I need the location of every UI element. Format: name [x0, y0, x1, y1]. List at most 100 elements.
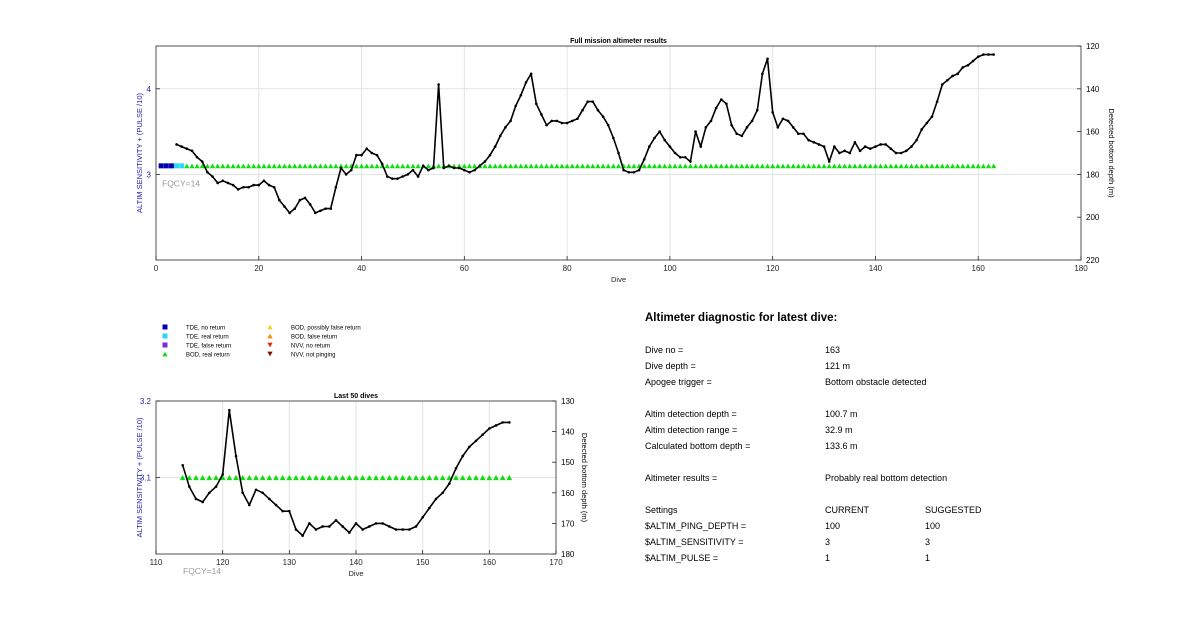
altim-setting-marker [934, 163, 940, 169]
altim-setting-marker [574, 163, 581, 169]
ping-depth-row: $ALTIM_PING_DEPTH = 100 100 [645, 518, 1165, 534]
bottom-depth-point [976, 55, 980, 58]
x-tick-label: 120 [216, 558, 230, 567]
altim-setting-marker [960, 163, 966, 169]
bottom-depth-point [421, 164, 425, 168]
legend-marker [267, 333, 273, 339]
legend-marker [162, 324, 168, 330]
bottom-depth-point [261, 491, 264, 495]
x-tick-label: 40 [357, 264, 366, 273]
altim-setting-marker [259, 474, 266, 481]
altim-detection-depth-row: Altim detection depth = 100.7 m [645, 406, 1165, 422]
bottom-depth-point [288, 509, 291, 513]
altim-setting-marker [867, 163, 873, 169]
altimeter-results-row: Altimeter results = Probably real bottom… [645, 470, 1165, 486]
bottom-depth-point [360, 153, 363, 157]
bottom-depth-point [195, 155, 199, 159]
y-tick-label-right: 130 [561, 397, 575, 406]
bottom-depth-point [719, 98, 723, 101]
bottom-depth-point [394, 528, 398, 531]
bottom-depth-point [745, 126, 749, 129]
y-tick-label-right: 150 [561, 458, 575, 467]
bottom-depth-point [274, 503, 278, 507]
y-axis-label-left: ALTIM SENSITIVITY + (PULSE /10) [135, 417, 144, 537]
dive-depth-row: Dive depth = 121 m [645, 358, 1165, 374]
bottom-depth-point [391, 177, 394, 180]
bottom-depth-point [956, 72, 959, 76]
altim-setting-marker [692, 163, 699, 169]
altim-setting-marker [279, 474, 286, 481]
bottom-depth-point [421, 515, 424, 519]
altim-setting-marker [605, 163, 611, 169]
bottom-depth-point [401, 175, 404, 178]
bottom-depth-point [452, 166, 456, 170]
altim-setting-marker [564, 163, 570, 169]
altim-setting-marker [898, 163, 904, 169]
altim-setting-marker [302, 163, 308, 169]
bottom-depth-line [181, 409, 510, 537]
altim-setting-marker [749, 163, 755, 169]
bottom-depth-point [781, 117, 785, 121]
bottom-depth-point [468, 445, 471, 449]
altim-setting-marker [492, 163, 498, 169]
x-axis-label: Dive [348, 569, 363, 578]
bottom-depth-point [468, 170, 471, 174]
bottom-depth-point [200, 160, 204, 163]
bottom-depth-point [668, 145, 672, 148]
altim-setting-marker [595, 163, 601, 169]
legend-label: NVV, no return [291, 344, 330, 350]
altim-setting-marker [239, 474, 246, 481]
altim-setting-marker [482, 163, 488, 169]
last-50-dives-plot: 110 120 130 140 150 160 170 3.1 3.2 130 140 150 160 1… [135, 393, 589, 578]
bottom-depth-point [612, 136, 615, 140]
altim-setting-marker [852, 163, 858, 169]
bottom-depth-point [935, 100, 939, 103]
legend-marker [267, 342, 273, 348]
altim-setting-marker [955, 163, 961, 169]
bottom-depth-point [591, 100, 595, 103]
dive-no-row: Dive no = 163 [645, 342, 1165, 358]
y-tick-label-left: 3.1 [140, 474, 152, 483]
altim-setting-marker [800, 163, 807, 169]
altim-setting-marker [293, 474, 299, 481]
altim-setting-marker [615, 163, 622, 169]
bottom-depth-point [254, 488, 258, 492]
bottom-depth-point [278, 198, 281, 202]
altim-setting-marker [646, 163, 652, 169]
bottom-depth-point [268, 497, 271, 501]
altim-setting-marker [718, 163, 724, 169]
legend-label: TDE, no return [186, 326, 225, 332]
altim-setting-marker [235, 163, 241, 169]
bottom-depth-point [940, 83, 944, 86]
altim-setting-marker [459, 474, 466, 481]
y-tick-label-right: 160 [561, 489, 575, 498]
x-tick-label: 160 [483, 558, 497, 567]
bottom-depth-point [791, 126, 795, 129]
spacer [645, 486, 1165, 502]
bottom-depth-point [750, 119, 754, 123]
altim-setting-marker [975, 163, 981, 169]
bottom-depth-point [190, 149, 194, 153]
legend-marker [162, 333, 168, 339]
altim-setting-marker [734, 163, 740, 169]
bottom-depth-point [481, 433, 484, 436]
apogee-trigger-row: Apogee trigger = Bottom obstacle detecte… [645, 374, 1165, 390]
bottom-depth-point [920, 128, 923, 131]
bottom-depth-point [348, 531, 351, 534]
bottom-depth-point [971, 59, 975, 63]
bottom-depth-point [838, 151, 841, 155]
altim-setting-marker [415, 163, 421, 169]
bottom-depth-point [370, 151, 374, 155]
bottom-depth-point [257, 183, 261, 187]
altim-setting-marker [929, 163, 935, 169]
altim-setting-marker [266, 474, 273, 481]
bottom-depth-point [488, 153, 492, 157]
bottom-depth-point [509, 119, 512, 123]
altim-setting-marker [317, 163, 324, 169]
bottom-depth-point [874, 145, 877, 148]
bottom-depth-point [252, 183, 255, 187]
altim-setting-marker [405, 163, 411, 169]
altim-setting-marker [174, 163, 180, 169]
altim-setting-marker [215, 163, 221, 169]
altim-setting-marker [682, 163, 688, 169]
